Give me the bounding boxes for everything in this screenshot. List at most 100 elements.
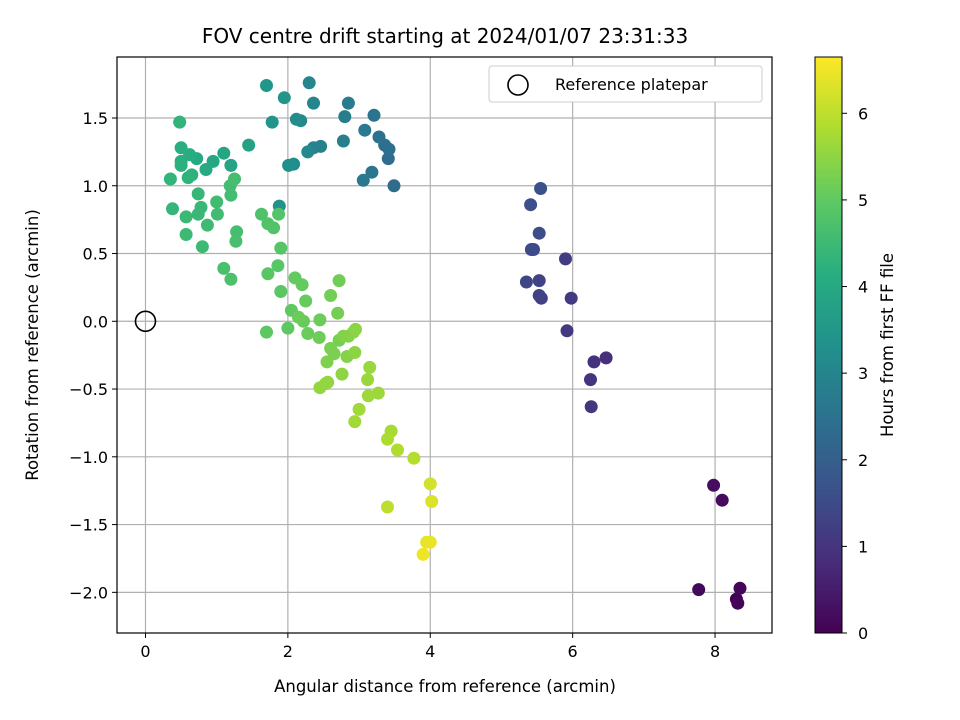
data-point <box>391 443 404 457</box>
data-point <box>358 123 372 137</box>
data-point <box>527 243 540 256</box>
data-point <box>260 325 273 339</box>
data-point <box>260 79 273 92</box>
data-point <box>532 226 546 240</box>
data-point <box>301 327 315 340</box>
data-point <box>166 202 179 216</box>
colorbar-gradient <box>814 56 843 634</box>
colorbar: 0 1 2 3 4 5 6 Hours from first FF file <box>814 56 897 643</box>
data-point <box>191 187 205 201</box>
data-point <box>560 324 574 338</box>
data-point <box>335 367 349 381</box>
colorbar-tick-label: 6 <box>858 104 868 123</box>
colorbar-tick-label: 1 <box>858 537 868 556</box>
y-tick-label: 1.5 <box>83 109 108 128</box>
legend: Reference platepar <box>488 65 763 103</box>
data-point <box>313 313 327 327</box>
legend-entry-reference-platepar: Reference platepar <box>555 75 708 94</box>
data-point <box>210 195 224 209</box>
data-point <box>416 547 430 561</box>
data-point <box>733 581 747 595</box>
data-point <box>371 386 385 400</box>
data-point <box>381 432 394 446</box>
data-point <box>423 477 437 491</box>
x-axis-ticks: 0 2 4 6 8 <box>140 633 720 661</box>
data-point <box>301 145 315 159</box>
data-point <box>174 158 188 172</box>
data-point <box>295 278 309 292</box>
y-tick-label: −0.5 <box>69 380 108 399</box>
data-point <box>229 234 243 248</box>
data-point <box>584 400 598 414</box>
data-point <box>282 158 296 172</box>
data-point <box>302 76 316 90</box>
y-tick-label: 0.5 <box>83 245 108 264</box>
data-points <box>163 76 747 610</box>
data-point <box>320 355 334 369</box>
x-tick-label: 6 <box>568 642 578 661</box>
data-point <box>519 275 533 289</box>
data-point <box>692 583 706 597</box>
data-point <box>195 240 209 254</box>
data-point <box>361 389 375 403</box>
data-point <box>200 218 214 232</box>
grid-lines <box>117 57 772 633</box>
data-point <box>367 108 381 122</box>
data-point <box>274 285 288 298</box>
data-point <box>228 172 241 186</box>
colorbar-ticks: 0 1 2 3 4 5 6 <box>842 104 868 643</box>
data-point <box>356 173 370 187</box>
data-point <box>425 495 439 508</box>
y-tick-label: −1.5 <box>69 516 108 535</box>
data-point <box>274 241 288 255</box>
data-point <box>267 221 281 235</box>
plot-frame <box>116 56 773 634</box>
data-point <box>423 535 437 549</box>
data-point <box>387 179 401 193</box>
data-point <box>173 115 187 129</box>
colorbar-tick-label: 5 <box>858 191 868 210</box>
data-point <box>191 207 205 221</box>
data-point <box>349 322 362 336</box>
data-point <box>217 261 231 275</box>
data-point <box>255 207 268 221</box>
data-point <box>534 182 548 195</box>
data-point <box>381 152 395 166</box>
data-point <box>331 306 345 320</box>
data-point <box>524 198 538 212</box>
data-point <box>242 138 256 152</box>
colorbar-tick-label: 3 <box>858 364 868 383</box>
data-point <box>210 207 224 221</box>
data-point <box>174 141 188 155</box>
legend-box <box>488 65 763 103</box>
data-point <box>217 146 231 160</box>
x-tick-label: 2 <box>283 642 293 661</box>
data-point <box>312 331 326 344</box>
data-point <box>199 163 213 176</box>
data-point <box>179 228 193 241</box>
data-point <box>292 310 305 324</box>
x-tick-label: 0 <box>140 642 150 661</box>
data-point <box>365 165 379 179</box>
data-point <box>289 112 303 126</box>
x-tick-label: 8 <box>710 642 720 661</box>
legend-marker-icon <box>507 74 529 96</box>
colorbar-tick-label: 0 <box>858 624 868 643</box>
data-point <box>332 274 346 288</box>
reference-platepar-marker <box>134 310 157 333</box>
data-point <box>348 415 362 429</box>
colorbar-tick-label: 4 <box>858 278 868 297</box>
data-point <box>564 291 578 305</box>
data-point <box>731 596 745 610</box>
x-tick-label: 4 <box>425 642 435 661</box>
data-point <box>299 294 313 308</box>
data-point <box>261 267 275 281</box>
data-point <box>361 373 375 387</box>
data-point <box>532 274 546 288</box>
data-point <box>341 96 355 110</box>
data-point <box>707 478 721 492</box>
data-point <box>313 381 327 395</box>
data-point <box>224 188 238 202</box>
y-axis-ticks: −2.0 −1.5 −1.0 −0.5 0.0 0.5 1.0 1.5 <box>69 109 117 602</box>
